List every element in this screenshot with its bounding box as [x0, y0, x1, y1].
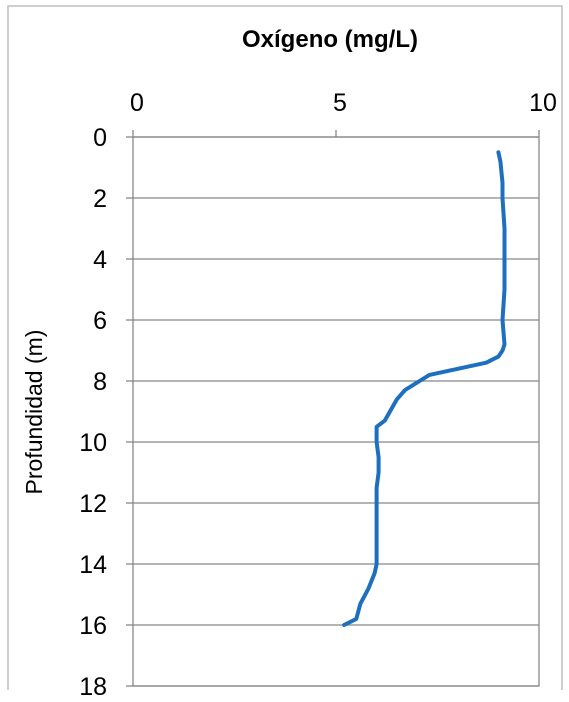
- x-tick-label-1: 5: [333, 89, 347, 117]
- gridlines: [133, 136, 539, 687]
- y-tick-label-5: 10: [79, 429, 107, 457]
- y-tick-label-9: 18: [79, 673, 107, 701]
- x-tick-labels: 0 5 10: [130, 89, 557, 117]
- chart-title: Oxígeno (mg/L): [242, 26, 418, 53]
- y-tick-label-2: 4: [93, 246, 107, 274]
- y-tick-label-3: 6: [93, 307, 107, 335]
- y-tick-label-6: 12: [79, 490, 107, 518]
- y-tick-label-4: 8: [93, 368, 107, 396]
- y-tick-labels: 0 2 4 6 8 10 12 14 16 18: [79, 124, 107, 701]
- y-tick-label-8: 16: [79, 612, 107, 640]
- x-tick-label-2: 10: [529, 89, 557, 117]
- series-layer: [342, 150, 507, 627]
- y-tick-label-0: 0: [93, 124, 107, 152]
- axes: [126, 130, 540, 687]
- y-tick-label-7: 14: [79, 551, 107, 579]
- plot-area-border: [132, 136, 540, 687]
- y-axis-label: Profundidad (m): [21, 330, 47, 495]
- y-tick-label-1: 2: [93, 185, 107, 213]
- series-line-0: [342, 150, 507, 627]
- chart-frame: [7, 5, 563, 690]
- x-tick-label-0: 0: [130, 89, 144, 117]
